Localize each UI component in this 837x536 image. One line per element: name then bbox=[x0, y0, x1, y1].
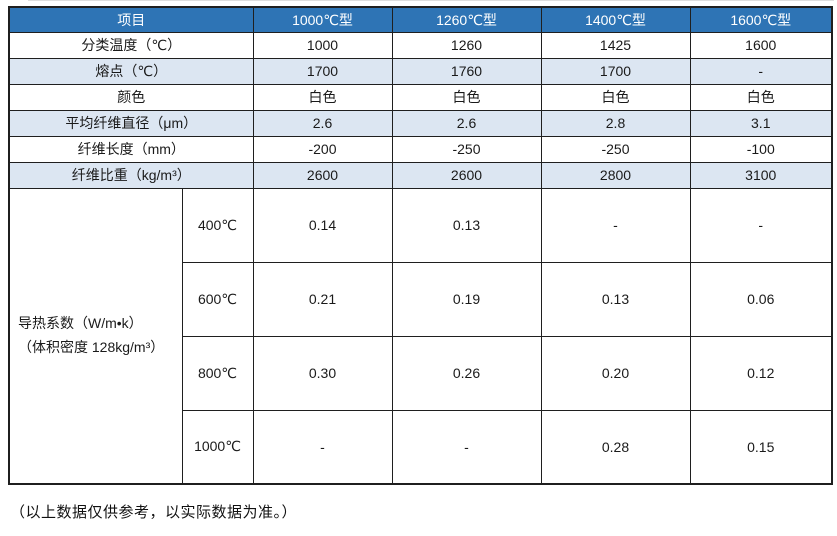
cell: 0.06 bbox=[689, 261, 833, 337]
table-row-classification-temp: 分类温度（℃） 1000 1260 1425 1600 bbox=[8, 31, 833, 59]
cell: 2.6 bbox=[252, 109, 393, 137]
top-divider bbox=[28, 0, 834, 1]
cell: 0.14 bbox=[252, 187, 393, 263]
cell: 0.12 bbox=[689, 335, 833, 411]
conductivity-label-line2: （体积密度 128kg/m³） bbox=[18, 338, 165, 355]
cell: -250 bbox=[540, 135, 691, 163]
cell: 0.20 bbox=[540, 335, 691, 411]
cell: - bbox=[540, 187, 691, 263]
column-header-1600c: 1600℃型 bbox=[689, 6, 833, 33]
cell: - bbox=[252, 409, 393, 485]
row-label: 熔点（℃） bbox=[8, 57, 254, 85]
header-row: 项目 1000℃型 1260℃型 1400℃型 1600℃型 bbox=[8, 6, 833, 33]
row-label: 纤维比重（kg/m³） bbox=[8, 161, 254, 189]
cell: 1600 bbox=[689, 31, 833, 59]
table-row-fiber-density: 纤维比重（kg/m³） 2600 2600 2800 3100 bbox=[8, 161, 833, 189]
temp-label: 400℃ bbox=[181, 187, 254, 263]
cell: 0.30 bbox=[252, 335, 393, 411]
cell: 1700 bbox=[540, 57, 691, 85]
table-row-fiber-length: 纤维长度（mm） -200 -250 -250 -100 bbox=[8, 135, 833, 163]
cell: -100 bbox=[689, 135, 833, 163]
table-row-conductivity-600: 600℃ 0.21 0.19 0.13 0.06 bbox=[9, 261, 833, 337]
cell: - bbox=[689, 187, 833, 263]
temp-label: 1000℃ bbox=[181, 409, 254, 485]
temp-label: 800℃ bbox=[181, 335, 254, 411]
cell: 0.13 bbox=[540, 261, 691, 337]
spec-table: 项目 1000℃型 1260℃型 1400℃型 1600℃型 分类温度（℃） 1… bbox=[8, 6, 833, 485]
table-row-color: 颜色 白色 白色 白色 白色 bbox=[8, 83, 833, 111]
cell: -200 bbox=[252, 135, 393, 163]
table-row-conductivity-400: 导热系数（W/m•k） （体积密度 128kg/m³） 400℃ 0.14 0.… bbox=[8, 187, 833, 485]
cell: -250 bbox=[391, 135, 542, 163]
conductivity-label: 导热系数（W/m•k） （体积密度 128kg/m³） bbox=[8, 187, 183, 485]
cell: 0.19 bbox=[391, 261, 542, 337]
cell: 2.8 bbox=[540, 109, 691, 137]
row-label: 颜色 bbox=[8, 83, 254, 111]
cell: 白色 bbox=[540, 83, 691, 111]
cell: 1760 bbox=[391, 57, 542, 85]
cell: 白色 bbox=[252, 83, 393, 111]
row-label: 分类温度（℃） bbox=[8, 31, 254, 59]
cell: 2800 bbox=[540, 161, 691, 189]
cell: 0.13 bbox=[391, 187, 542, 263]
column-header-1000c: 1000℃型 bbox=[252, 6, 393, 33]
cell: - bbox=[391, 409, 542, 485]
table-row-conductivity-800: 800℃ 0.30 0.26 0.20 0.12 bbox=[9, 335, 833, 411]
table-row-conductivity-1000: 1000℃ - - 0.28 0.15 bbox=[9, 409, 833, 485]
conductivity-label-line1: 导热系数（W/m•k） bbox=[18, 314, 143, 331]
cell: 1000 bbox=[252, 31, 393, 59]
cell: 1260 bbox=[391, 31, 542, 59]
cell: 2600 bbox=[252, 161, 393, 189]
cell: 0.26 bbox=[391, 335, 542, 411]
cell: 0.15 bbox=[689, 409, 833, 485]
cell: 3.1 bbox=[689, 109, 833, 137]
row-label: 纤维长度（mm） bbox=[8, 135, 254, 163]
footnote: （以上数据仅供参考，以实际数据为准。） bbox=[10, 504, 298, 521]
table-row-fiber-diameter: 平均纤维直径（μm） 2.6 2.6 2.8 3.1 bbox=[8, 109, 833, 137]
row-label: 平均纤维直径（μm） bbox=[8, 109, 254, 137]
cell: 1425 bbox=[540, 31, 691, 59]
column-header-1260c: 1260℃型 bbox=[391, 6, 542, 33]
cell: 2.6 bbox=[391, 109, 542, 137]
cell: 1700 bbox=[252, 57, 393, 85]
temp-label: 600℃ bbox=[181, 261, 254, 337]
cell: 3100 bbox=[689, 161, 833, 189]
cell: 0.28 bbox=[540, 409, 691, 485]
column-header-item: 项目 bbox=[8, 6, 254, 33]
table-row-melting-point: 熔点（℃） 1700 1760 1700 - bbox=[8, 57, 833, 85]
cell: - bbox=[689, 57, 833, 85]
cell: 0.21 bbox=[252, 261, 393, 337]
cell: 2600 bbox=[391, 161, 542, 189]
cell: 白色 bbox=[689, 83, 833, 111]
cell: 白色 bbox=[391, 83, 542, 111]
column-header-1400c: 1400℃型 bbox=[540, 6, 691, 33]
